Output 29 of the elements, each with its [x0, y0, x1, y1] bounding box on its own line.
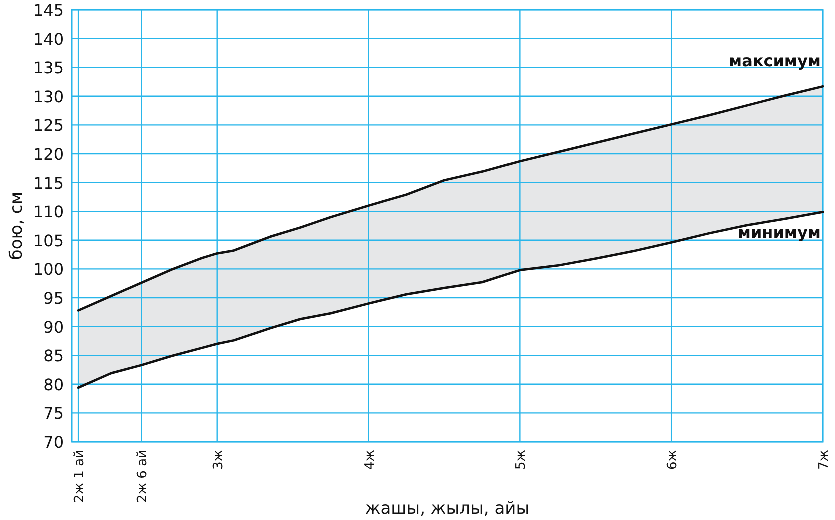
- x-axis-title: жашы, жылы, айы: [365, 499, 530, 519]
- line-series: [77, 210, 824, 390]
- y-tick-label: 90: [44, 318, 64, 337]
- y-tick-label: 105: [33, 231, 64, 250]
- x-tick-label: 2ж 1 ай: [72, 450, 88, 503]
- y-tick-label: 130: [33, 87, 64, 106]
- y-tick-label: 75: [44, 404, 64, 424]
- y-tick-label: 125: [33, 116, 64, 136]
- x-tick-label: 5ж: [514, 450, 530, 470]
- y-tick-label: 85: [44, 346, 64, 366]
- y-axis-title: бою, см: [7, 192, 27, 260]
- x-tick-label: 4ж: [362, 450, 378, 470]
- y-tick-label: 135: [33, 58, 64, 78]
- x-tick-label: 7ж: [817, 450, 832, 470]
- series-label: минимум: [738, 223, 821, 242]
- x-tick-label: 3ж: [211, 450, 226, 470]
- y-tick-label: 95: [44, 289, 64, 308]
- y-tick-label: 140: [33, 30, 64, 49]
- line-series: [77, 85, 824, 312]
- y-tick-label: 70: [44, 433, 64, 452]
- y-tick-label: 100: [33, 260, 64, 280]
- x-tick-label: 6ж: [666, 450, 681, 470]
- series-label: максимум: [728, 52, 821, 71]
- y-tick-label: 145: [33, 1, 64, 20]
- y-tick-label: 110: [33, 202, 64, 222]
- x-tick-label: 2ж 6 ай: [136, 450, 151, 503]
- y-tick-label: 120: [33, 145, 64, 164]
- y-tick-label: 115: [33, 174, 64, 193]
- y-tick-label: 80: [44, 375, 64, 394]
